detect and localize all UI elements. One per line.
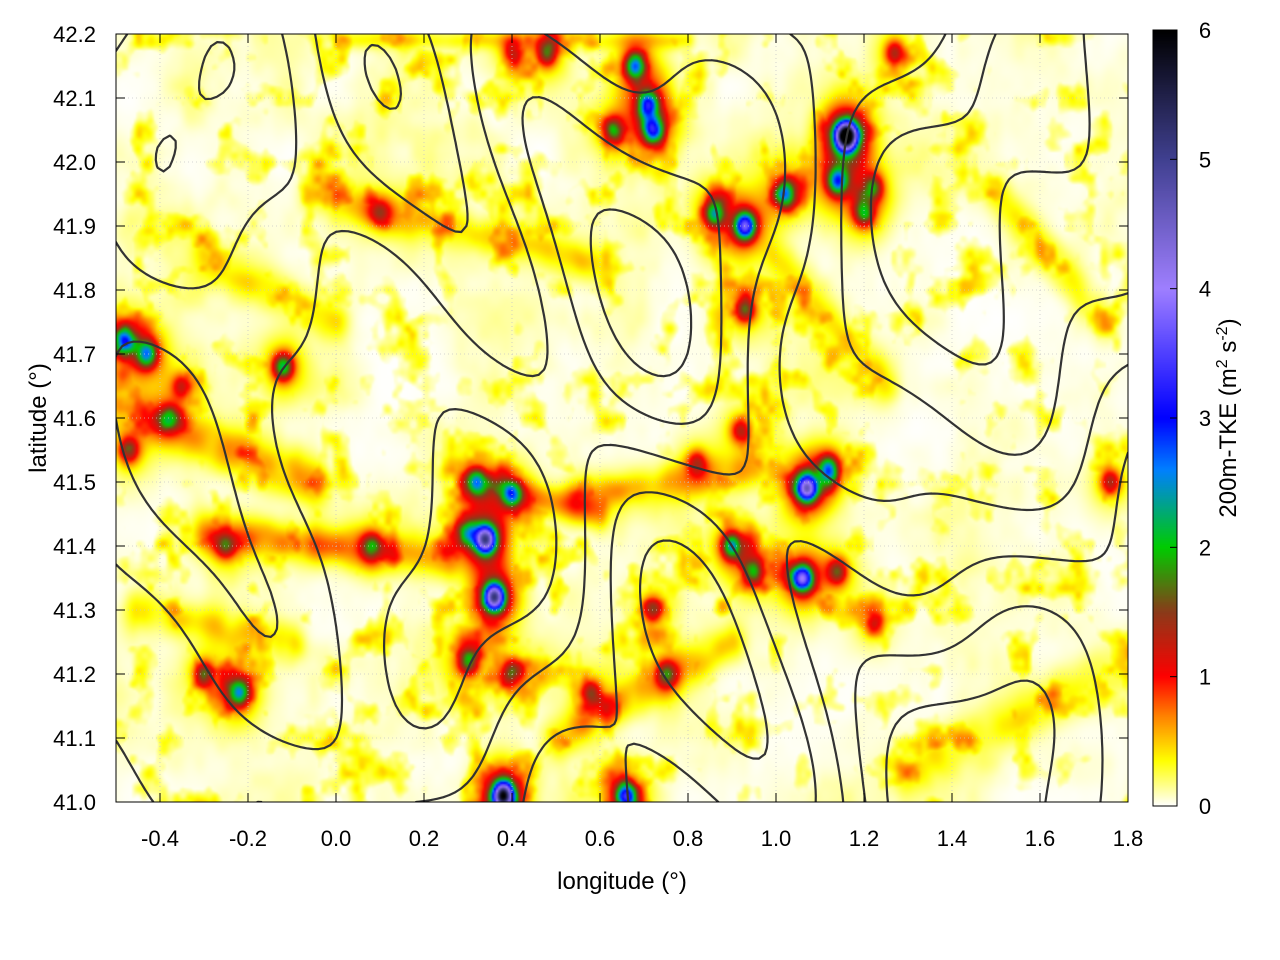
x-tick-label: 0.0	[321, 826, 352, 851]
colorbar-tick-label: 2	[1199, 535, 1211, 560]
y-tick-label: 41.4	[53, 534, 96, 559]
colorbar-tick-label: 0	[1199, 794, 1211, 819]
colorbar-tick-label: 3	[1199, 406, 1211, 431]
y-tick-label: 41.9	[53, 214, 96, 239]
y-axis-label: latitude (°)	[25, 363, 52, 473]
x-tick-label: 0.6	[585, 826, 616, 851]
contour-line	[116, 34, 1128, 802]
x-tick-label: 0.4	[497, 826, 528, 851]
x-tick-label: 1.8	[1113, 826, 1144, 851]
x-axis-ticks: -0.4 -0.2 0.0 0.2 0.4 0.6 0.8 1.0 1.2 1.4 1.6 1.8	[141, 34, 1143, 851]
colorbar-tick-label: 4	[1199, 277, 1211, 302]
y-tick-label: 41.1	[53, 726, 96, 751]
x-tick-label: 1.6	[1025, 826, 1056, 851]
colorbar-tick-label: 6	[1199, 18, 1211, 43]
x-tick-label: -0.4	[141, 826, 179, 851]
plot-area	[115, 33, 1129, 803]
x-tick-label: 1.2	[849, 826, 880, 851]
x-tick-label: -0.2	[229, 826, 267, 851]
colorbar-label: 200m-TKE (m2 s-2)	[1214, 318, 1242, 517]
y-tick-label: 41.5	[53, 470, 96, 495]
x-tick-label: 1.4	[937, 826, 968, 851]
x-tick-label: 0.2	[409, 826, 440, 851]
colorbar-tick-label: 1	[1199, 665, 1211, 690]
colorbar-ticks: 0 1 2 3 4 5 6	[1170, 18, 1211, 819]
colorbar: 0 1 2 3 4 5 6 200m-TKE (m2 s-2)	[1152, 18, 1242, 819]
grid-lines	[116, 33, 1129, 803]
y-tick-label: 42.0	[53, 150, 96, 175]
x-axis-label: longitude (°)	[557, 868, 687, 895]
y-tick-label: 42.1	[53, 86, 96, 111]
contour-line	[363, 34, 1128, 760]
contour-line	[116, 41, 1104, 802]
y-tick-label: 41.0	[53, 790, 96, 815]
terrain-contours	[116, 34, 1128, 802]
y-tick-label: 41.7	[53, 342, 96, 367]
y-tick-label: 42.2	[53, 22, 96, 47]
y-tick-label: 41.6	[53, 406, 96, 431]
y-tick-label: 41.8	[53, 278, 96, 303]
contour-line	[589, 208, 1056, 802]
contour-line	[869, 34, 1091, 366]
y-axis-ticks: 41.0 41.1 41.2 41.3 41.4 41.5 41.6 41.7 41.8 41.9…	[53, 22, 1128, 815]
x-tick-label: 0.8	[673, 826, 704, 851]
y-tick-label: 41.2	[53, 662, 96, 687]
colorbar-tick-label: 5	[1199, 147, 1211, 172]
x-tick-label: 1.0	[761, 826, 792, 851]
y-tick-label: 41.3	[53, 598, 96, 623]
